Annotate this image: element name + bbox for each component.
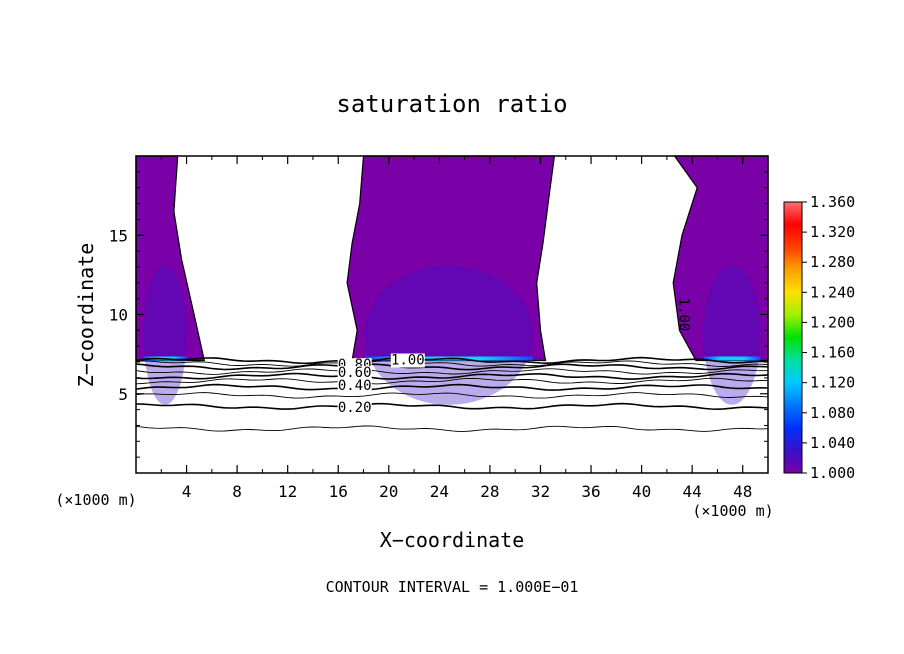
y-axis-ticks: 5 10 15 [109,171,768,458]
contour-0.80 [135,363,769,371]
region-right-base-band [703,356,761,361]
x-tick-label: 32 [531,482,550,501]
contour-0.60 [135,372,769,380]
contour-0.50 [135,377,769,385]
contour-1.00 [135,356,769,365]
contour-label-bg [337,401,372,415]
x-axis-label: X−coordinate [380,528,525,552]
y-tick-label: 15 [109,226,128,245]
colorbar: 1.360 1.320 1.280 1.240 1.200 1.160 1.120 1.080… [783,193,855,482]
y-axis-label: Z−coordinate [74,243,98,388]
colorbar-tick-label: 1.280 [810,253,855,271]
contour-label: 0.60 [338,365,372,381]
x-tick-label: 48 [733,482,752,501]
contour-0.70 [135,368,769,375]
contour-0.90 [135,360,769,367]
y-tick-label: 5 [118,385,128,404]
contour-0.40 [135,383,769,391]
x-tick-label: 28 [480,482,499,501]
x-tick-label: 36 [581,482,600,501]
contour-0.20 [135,402,769,411]
x-tick-label: 16 [329,482,348,501]
x-axis-ticks: 4 8 12 16 20 24 28 32 36 40 44 48 [160,156,752,501]
contour-labels: 1.000.800.600.400.201.00 [337,298,691,416]
contour-label: 0.20 [338,400,372,416]
contour-label: 1.00 [675,298,691,332]
colorbar-tick-label: 1.000 [810,464,855,482]
colorbar-tick-label: 1.200 [810,313,855,331]
y-tick-label: 10 [109,306,128,325]
colorbar-ramp [783,201,803,474]
x-tick-label: 20 [379,482,398,501]
contour-0.30 [135,392,769,399]
x-tick-label: 44 [683,482,702,501]
x-tick-label: 12 [278,482,297,501]
contour-label: 0.40 [338,378,372,394]
colorbar-tick-label: 1.320 [810,223,855,241]
z-unit-label: (×1000 m) [55,491,136,509]
contour-label-bg [390,353,425,368]
colorbar-tick-label: 1.160 [810,344,855,362]
contour-0.10 [135,425,769,432]
colorbar-tick-label: 1.240 [810,283,855,301]
region-left-shade [143,265,187,405]
contour-label-bg [337,378,372,393]
x-unit-label: (×1000 m) [692,502,773,520]
chart-title: saturation ratio [336,90,567,118]
contour-label-bg [337,366,372,381]
contour-label: 1.00 [391,353,425,369]
contour-interval-footer: CONTOUR INTERVAL = 1.000E−01 [326,578,579,596]
contour-lines [135,356,769,432]
region-center-shade [364,265,533,405]
colorbar-tick-label: 1.040 [810,434,855,452]
colorbar-tick-label: 1.120 [810,374,855,392]
x-tick-label: 40 [632,482,651,501]
colorbar-tick-label: 1.080 [810,404,855,422]
x-tick-label: 8 [232,482,242,501]
x-tick-label: 4 [182,482,192,501]
colorbar-tick-label: 1.360 [810,193,855,211]
region-right-shade [703,265,761,405]
region-center [346,155,556,362]
x-tick-label: 24 [430,482,449,501]
